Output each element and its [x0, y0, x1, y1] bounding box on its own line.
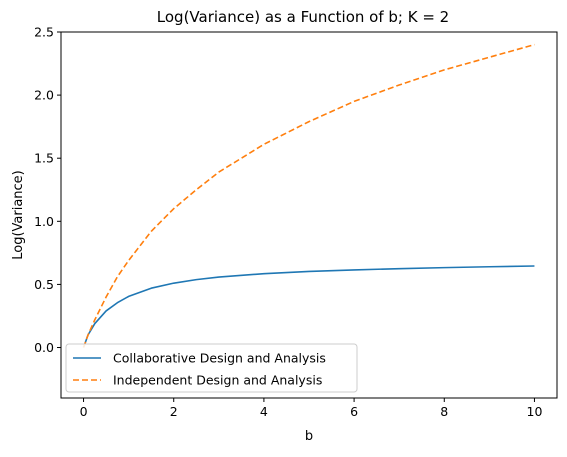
series-line-collaborative: [82, 265, 535, 348]
y-tick-label: 2.0: [34, 88, 54, 103]
y-tick-label: 0.0: [34, 340, 54, 355]
plot-lines: [82, 43, 535, 348]
chart-title: Log(Variance) as a Function of b; K = 2: [157, 8, 449, 26]
x-axis-label: b: [305, 429, 313, 444]
x-axis-ticks: 0 2 4 6 8 10: [80, 398, 543, 419]
x-tick-label: 8: [440, 404, 448, 419]
plot-frame: [60, 31, 558, 399]
y-tick-label: 1.5: [34, 151, 54, 166]
y-axis-label: Log(Variance): [11, 170, 26, 260]
series-line-independent: [82, 43, 535, 348]
legend-frame: [65, 343, 358, 393]
y-axis-ticks: 0.0 0.5 1.0 1.5 2.0 2.5: [34, 25, 61, 355]
x-tick-label: 2: [170, 404, 178, 419]
x-tick-label: 4: [260, 404, 268, 419]
legend-label-independent: Independent Design and Analysis: [113, 373, 322, 388]
y-tick-label: 2.5: [34, 25, 54, 40]
x-tick-label: 6: [350, 404, 358, 419]
x-tick-label: 0: [80, 404, 88, 419]
y-tick-label: 1.0: [34, 214, 54, 229]
legend-label-collaborative: Collaborative Design and Analysis: [113, 351, 326, 366]
x-tick-label: 10: [527, 404, 543, 419]
y-tick-label: 0.5: [34, 277, 54, 292]
legend: Collaborative Design and Analysis Indepe…: [65, 343, 358, 393]
